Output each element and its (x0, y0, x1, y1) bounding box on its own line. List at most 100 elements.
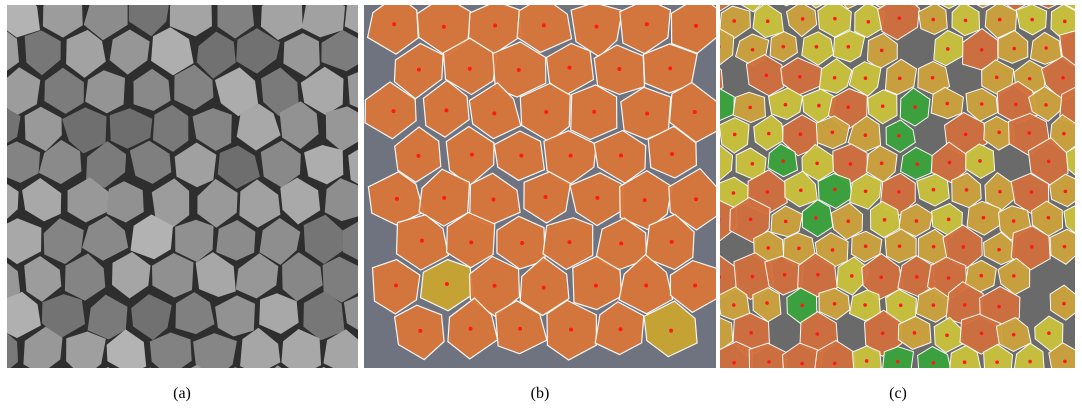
caption: (b) (531, 385, 550, 402)
cell-center (982, 216, 986, 220)
panel-a-image (0, 0, 411, 414)
cell-center (800, 304, 804, 308)
cell-center (1047, 160, 1051, 164)
cell-center (915, 275, 919, 279)
cell-center (865, 359, 869, 363)
cell-center (619, 154, 623, 158)
cell-center (643, 198, 647, 202)
cell (150, 333, 192, 377)
cell-center (544, 195, 548, 199)
cell-center (947, 276, 951, 280)
caption: (a) (173, 385, 191, 402)
cell-center (864, 133, 868, 137)
segmented-cell (749, 343, 786, 384)
cell-center (392, 22, 396, 26)
cell-center (815, 332, 819, 336)
cell-center (815, 45, 819, 49)
figure: (a) (b) (c) (0, 0, 1082, 414)
cell-center (520, 241, 524, 245)
cell-center (717, 218, 721, 222)
cell-center (1063, 245, 1067, 249)
cell-center (733, 133, 737, 137)
cell-center (751, 48, 755, 52)
cell-center (767, 132, 771, 136)
cell-center (567, 66, 571, 70)
cell (84, 367, 126, 411)
cell-center (1027, 131, 1031, 135)
cell-center (594, 284, 598, 288)
cell-center (833, 188, 837, 192)
cell-center (694, 24, 698, 28)
cell-center (797, 246, 801, 250)
cell-center (1047, 216, 1051, 220)
cell-center (394, 283, 398, 287)
cell-center (617, 67, 621, 71)
cell-center (732, 303, 736, 307)
cell-center (1014, 103, 1018, 107)
cell-center (1062, 132, 1066, 136)
cell-center (518, 327, 522, 331)
cell-center (896, 360, 900, 364)
cell-center (847, 45, 851, 49)
cell-center (801, 17, 805, 21)
cell-center (592, 110, 596, 114)
cell-center (1044, 46, 1048, 50)
cell-center (732, 361, 736, 365)
cell-center (569, 154, 573, 158)
cell (66, 332, 106, 378)
cell (0, 0, 40, 38)
cell-center (1012, 274, 1016, 278)
cell (150, 0, 193, 2)
cell (236, 0, 276, 1)
cell-center (595, 25, 599, 29)
cell-center (913, 105, 917, 109)
cell-center (814, 216, 818, 220)
cell-center (932, 245, 936, 249)
cell-center (1064, 190, 1068, 194)
cell-center (997, 131, 1001, 135)
cell (343, 366, 388, 412)
cell-center (998, 18, 1002, 22)
cell-center (833, 302, 837, 306)
cell-center (964, 133, 968, 137)
cell-center (469, 327, 473, 331)
cell (219, 367, 259, 414)
cell-center (765, 73, 769, 77)
cell-center (765, 301, 769, 305)
cell-center (1078, 46, 1082, 50)
cell-center (932, 361, 936, 365)
cell-center (980, 102, 984, 106)
cell-center (897, 134, 901, 138)
segmented-cell (713, 342, 752, 382)
cell (326, 0, 366, 2)
cell (193, 0, 233, 2)
cell-center (1030, 18, 1034, 22)
cell-center (693, 283, 697, 287)
cell (24, 0, 66, 2)
cell-center (850, 274, 854, 278)
cell-center (995, 360, 999, 364)
cell-center (1028, 77, 1032, 81)
cell-center (863, 303, 867, 307)
cell-center (670, 240, 674, 244)
cell-center (1063, 360, 1067, 364)
cell-center (445, 282, 449, 286)
cell-center (732, 191, 736, 195)
cell-center (1044, 103, 1048, 107)
cell-center (831, 248, 835, 252)
cell-center (783, 273, 787, 277)
cell-center (444, 108, 448, 112)
cell-center (817, 104, 821, 108)
cell-center (897, 190, 901, 194)
cell-center (898, 244, 902, 248)
cell-center (716, 102, 720, 106)
cell-center (418, 329, 422, 333)
panel-b-image (364, 0, 723, 368)
cell-center (945, 102, 949, 106)
cell-center (1030, 190, 1034, 194)
cell-center (867, 20, 871, 24)
cell-center (1012, 219, 1016, 223)
cell-center (492, 111, 496, 115)
cell-center (784, 103, 788, 107)
cell-center (766, 19, 770, 23)
